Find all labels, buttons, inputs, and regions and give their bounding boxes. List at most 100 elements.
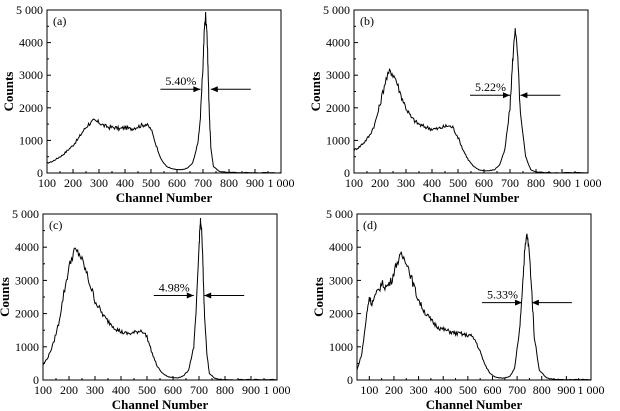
y-tick-label: 2000 — [329, 307, 353, 321]
x-tick-label: 1 000 — [578, 383, 605, 397]
x-tick-label: 600 — [483, 383, 501, 397]
x-axis-label: Channel Number — [116, 190, 213, 205]
chart-panel: 100 200 300 400 500 600 700 800 900 1 00001000200… — [308, 3, 602, 205]
x-tick-label: 900 — [242, 383, 260, 397]
x-tick-label: 300 — [410, 383, 428, 397]
chart-panel: 100 200 300 400 500 600 700 800 900 1 00001000200… — [0, 207, 291, 411]
y-tick-label: 1000 — [15, 340, 39, 354]
y-tick-label: 5 000 — [16, 3, 43, 17]
x-tick-label: 200 — [60, 383, 78, 397]
y-tick-label: 4000 — [329, 240, 353, 254]
arrowhead-left — [531, 299, 539, 306]
y-tick-label: 5 000 — [326, 207, 353, 221]
y-tick-label: 1000 — [326, 133, 350, 147]
y-tick-label: 2000 — [19, 101, 43, 115]
y-axis-label: Counts — [311, 277, 326, 317]
x-tick-label: 300 — [90, 176, 108, 190]
x-tick-label: 600 — [475, 176, 493, 190]
chart-panel: 100 200 300 400 500 600 700 800 900 1 00001000200… — [311, 207, 605, 411]
x-tick-label: 600 — [164, 383, 182, 397]
y-tick-label: 0 — [344, 166, 350, 180]
y-tick-label: 3000 — [19, 68, 43, 82]
x-tick-label: 100 — [38, 176, 56, 190]
y-axis-label: Counts — [0, 277, 12, 317]
y-tick-label: 3000 — [326, 68, 350, 82]
chart-panel: 100 200 300 400 500 600 700 800 900 1 00001000200… — [1, 3, 295, 205]
x-tick-label: 300 — [397, 176, 415, 190]
x-tick-label: 800 — [527, 176, 545, 190]
x-tick-label: 1 000 — [268, 176, 295, 190]
y-tick-label: 2000 — [15, 307, 39, 321]
x-tick-label: 200 — [64, 176, 82, 190]
plot-frame — [353, 9, 589, 174]
panel-label: (d) — [363, 218, 377, 232]
y-tick-label: 4000 — [15, 240, 39, 254]
arrowhead-right — [193, 86, 201, 93]
panel-label: (c) — [49, 218, 62, 232]
panel-label: (b) — [360, 14, 374, 28]
x-tick-label: 900 — [557, 383, 575, 397]
arrowhead-right — [186, 292, 194, 299]
x-tick-label: 100 — [34, 383, 52, 397]
y-axis-label: Counts — [1, 72, 16, 112]
x-tick-label: 700 — [194, 176, 212, 190]
y-tick-label: 1000 — [19, 133, 43, 147]
arrowhead-left — [210, 86, 218, 93]
x-tick-label: 300 — [86, 383, 104, 397]
x-tick-label: 100 — [360, 383, 378, 397]
y-tick-label: 0 — [33, 373, 39, 387]
x-tick-label: 400 — [434, 383, 452, 397]
plot-frame — [46, 9, 282, 174]
x-axis-label: Channel Number — [426, 397, 523, 411]
y-tick-label: 3000 — [329, 273, 353, 287]
x-tick-label: 700 — [190, 383, 208, 397]
x-tick-label: 900 — [246, 176, 264, 190]
x-tick-label: 400 — [116, 176, 134, 190]
x-tick-label: 500 — [142, 176, 160, 190]
y-tick-label: 0 — [347, 373, 353, 387]
fwhm-annotation: 4.98% — [159, 281, 190, 295]
x-tick-label: 600 — [168, 176, 186, 190]
arrowhead-left — [204, 292, 212, 299]
fwhm-annotation: 5.33% — [487, 288, 518, 302]
x-tick-label: 500 — [459, 383, 477, 397]
x-axis-label: Channel Number — [112, 397, 209, 411]
y-tick-label: 4000 — [19, 36, 43, 50]
y-tick-label: 5 000 — [323, 3, 350, 17]
x-axis-label: Channel Number — [423, 190, 520, 205]
x-tick-label: 800 — [216, 383, 234, 397]
x-tick-label: 1 000 — [575, 176, 602, 190]
x-tick-label: 500 — [449, 176, 467, 190]
y-tick-label: 2000 — [326, 101, 350, 115]
y-axis-label: Counts — [308, 72, 323, 112]
x-tick-label: 700 — [501, 176, 519, 190]
fwhm-annotation: 5.22% — [475, 80, 506, 94]
arrowhead-right — [503, 92, 510, 99]
spectrum-line — [42, 217, 277, 381]
x-tick-label: 900 — [553, 176, 571, 190]
y-tick-label: 1000 — [329, 340, 353, 354]
arrowhead-right — [515, 299, 523, 306]
spectrum-line — [46, 11, 282, 174]
fwhm-annotation: 5.40% — [165, 74, 196, 88]
x-tick-label: 400 — [112, 383, 130, 397]
y-tick-label: 3000 — [15, 273, 39, 287]
x-tick-label: 1 000 — [264, 383, 291, 397]
x-tick-label: 200 — [385, 383, 403, 397]
plot-frame — [42, 213, 278, 381]
y-tick-label: 5 000 — [12, 207, 39, 221]
spectrum-line — [356, 233, 591, 381]
spectrum-line — [353, 28, 589, 174]
x-tick-label: 500 — [138, 383, 156, 397]
plot-frame — [356, 213, 592, 381]
x-tick-label: 100 — [345, 176, 363, 190]
panel-label: (a) — [53, 14, 66, 28]
x-tick-label: 200 — [371, 176, 389, 190]
y-tick-label: 0 — [37, 166, 43, 180]
x-tick-label: 800 — [220, 176, 238, 190]
arrowhead-left — [520, 92, 528, 99]
x-tick-label: 700 — [508, 383, 526, 397]
y-tick-label: 4000 — [326, 36, 350, 50]
x-tick-label: 400 — [423, 176, 441, 190]
